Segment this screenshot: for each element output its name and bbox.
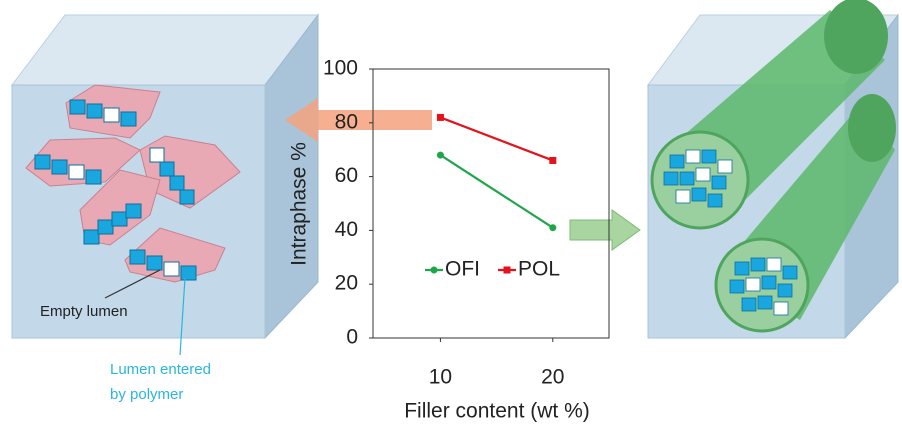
arrow-right xyxy=(570,210,640,250)
x-tick-label: 20 xyxy=(541,366,564,389)
x-tick-label: 10 xyxy=(429,366,452,389)
y-tick-label: 40 xyxy=(335,218,358,241)
y-tick-label: 0 xyxy=(346,326,358,349)
annotation: Empty lumen xyxy=(40,303,128,320)
marker xyxy=(437,114,444,121)
y-tick-label: 80 xyxy=(335,110,358,133)
plot-frame xyxy=(373,69,609,338)
right-illustration xyxy=(648,0,898,338)
annotation: by polymer xyxy=(110,386,183,403)
legend-label: OFI xyxy=(445,258,480,281)
cube-top xyxy=(12,15,318,85)
y-tick-label: 20 xyxy=(335,272,358,295)
series-line xyxy=(440,155,552,228)
legend-label: POL xyxy=(518,258,560,281)
y-axis-title: Intraphase % xyxy=(288,142,311,266)
marker xyxy=(437,152,444,159)
annotation: Lumen entered xyxy=(110,361,211,378)
marker xyxy=(549,157,556,164)
figure: Intraphase % Filler content (wt %) Empty… xyxy=(0,0,902,430)
marker xyxy=(549,224,556,231)
x-axis-title: Filler content (wt %) xyxy=(404,400,590,423)
y-tick-label: 100 xyxy=(323,57,358,80)
legend-marker xyxy=(431,267,438,274)
series-line xyxy=(440,117,552,160)
y-tick-label: 60 xyxy=(335,164,358,187)
legend-marker xyxy=(504,267,511,274)
